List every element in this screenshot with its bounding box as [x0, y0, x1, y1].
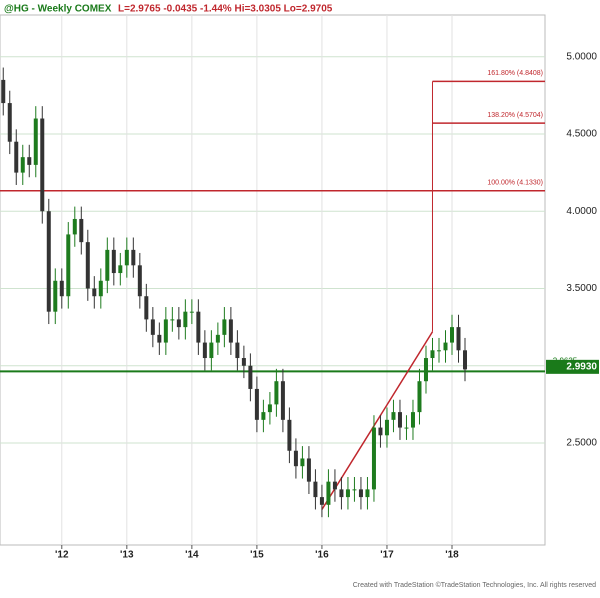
candle-body — [33, 118, 38, 165]
candle-body — [410, 412, 415, 428]
candle-body — [436, 350, 441, 352]
fib-label: 100.00% (4.1330) — [487, 180, 543, 187]
candle-body — [150, 319, 155, 335]
candle-body — [456, 327, 461, 351]
candle-body — [196, 311, 201, 343]
trendline — [321, 331, 434, 510]
candle-body — [287, 419, 292, 451]
candle-body — [397, 412, 402, 428]
candle-body — [105, 249, 110, 281]
candle-body — [345, 489, 350, 498]
candle-body — [371, 427, 376, 490]
candle-body — [79, 218, 84, 243]
candle-body — [157, 334, 162, 343]
candle-body — [7, 103, 12, 142]
candle-body — [1, 79, 6, 104]
y-tick-label: 4.0000 — [566, 206, 597, 217]
candle-body — [423, 358, 428, 382]
fib-label: 138.20% (4.5704) — [487, 112, 543, 119]
candle-body — [53, 280, 58, 312]
candle-body — [92, 288, 97, 297]
candle-body — [189, 311, 194, 313]
y-tick-label: 5.0000 — [566, 51, 597, 62]
candle-body — [209, 342, 214, 359]
candle-body — [339, 489, 344, 498]
candle-body — [40, 118, 45, 212]
candle-body — [254, 388, 259, 420]
candle-body — [404, 427, 409, 429]
candle-body — [443, 342, 448, 351]
candle-body — [111, 249, 116, 274]
candle-body — [118, 265, 123, 274]
candle-body — [215, 334, 220, 343]
candle-body — [313, 481, 318, 498]
x-tick-label: '12 — [55, 550, 69, 561]
candle-body — [14, 141, 19, 173]
chart-title: @HG - Weekly COMEX — [4, 4, 112, 15]
candle-body — [202, 342, 207, 359]
candle-body — [46, 211, 51, 312]
footer: Created with TradeStation ©TradeStation … — [353, 581, 596, 589]
candle-body — [248, 365, 253, 389]
last-price-box — [546, 359, 599, 374]
candle-body — [222, 319, 227, 335]
y-tick-label: 2.5000 — [566, 438, 597, 449]
candle-body — [384, 419, 389, 436]
candle-body — [300, 458, 305, 467]
candle-body — [261, 412, 266, 420]
chart-subtitle: L=2.9765 -0.0435 -1.44% Hi=3.0305 Lo=2.9… — [118, 4, 333, 15]
candle-body — [365, 489, 370, 498]
candle-body — [306, 458, 311, 482]
candle-body — [274, 381, 279, 405]
candle-body — [176, 319, 181, 328]
x-tick-label: '18 — [445, 550, 459, 561]
candle-body — [352, 489, 357, 491]
candle-body — [378, 427, 383, 436]
candle-body — [131, 249, 136, 266]
candle-body — [319, 497, 324, 505]
x-tick-label: '15 — [250, 550, 264, 561]
candle-body — [430, 350, 435, 359]
candle-body — [417, 381, 422, 413]
candle-body — [72, 218, 77, 235]
candle-body — [267, 404, 272, 413]
candle-body — [98, 280, 103, 297]
candle-body — [391, 412, 396, 420]
candle-body — [449, 327, 454, 343]
candle-body — [20, 157, 25, 173]
plot-frame — [0, 14, 546, 546]
candle-body — [293, 450, 298, 467]
candle-body — [66, 234, 71, 297]
candle-body — [332, 481, 337, 490]
last-price-label: 2.9930 — [566, 361, 597, 372]
candle-body — [183, 311, 188, 328]
candle-body — [124, 249, 129, 266]
candle-body — [463, 350, 468, 370]
candle-body — [59, 280, 64, 297]
candle-body — [241, 358, 246, 366]
candle-body — [85, 242, 90, 289]
candle-body — [144, 296, 149, 320]
x-tick-label: '13 — [120, 550, 134, 561]
y-tick-label: 4.5000 — [566, 129, 597, 140]
candle-body — [235, 342, 240, 359]
x-tick-label: '17 — [380, 550, 394, 561]
candle-body — [326, 481, 331, 505]
candle-body — [137, 265, 142, 297]
candle-body — [170, 319, 175, 321]
candle-body — [228, 319, 233, 343]
y-tick-label: 3.5000 — [566, 283, 597, 294]
candle-body — [280, 381, 285, 420]
x-tick-label: '16 — [315, 550, 329, 561]
candle-body — [358, 489, 363, 498]
candle-body — [27, 157, 32, 165]
candle-body — [163, 319, 168, 343]
fib-label: 161.80% (4.8408) — [487, 70, 543, 77]
x-tick-label: '14 — [185, 550, 199, 561]
